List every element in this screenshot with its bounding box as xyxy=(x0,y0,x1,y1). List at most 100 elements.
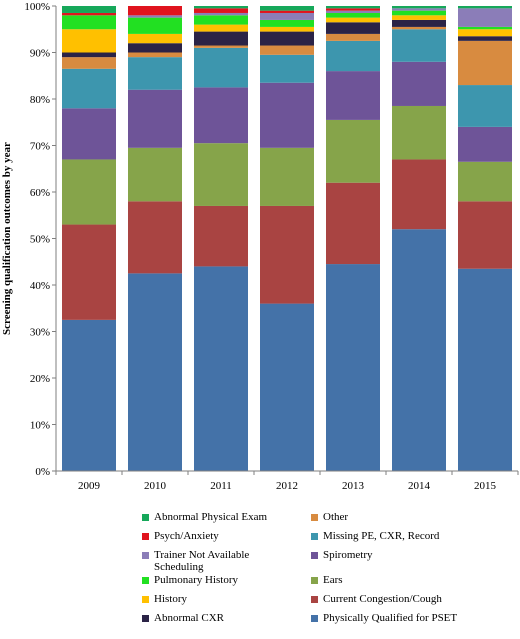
bar-segment-2012-psych-anxiety xyxy=(260,10,314,13)
bar-segment-2012-physically-qualified-for-pset xyxy=(260,303,314,471)
bar-segment-2015-physically-qualified-for-pset xyxy=(458,268,512,471)
legend-swatch xyxy=(311,552,318,559)
legend-label: Ears xyxy=(323,574,343,586)
bar-segment-2013-ears xyxy=(326,119,380,183)
legend: Abnormal Physical Exam Other Psych/Anxiety… xyxy=(142,511,457,624)
legend-label: Spirometry xyxy=(323,549,373,561)
bar-segment-2010-other xyxy=(128,52,182,58)
bar-segment-2010-spirometry xyxy=(128,89,182,148)
legend-item-abnormal-cxr: Abnormal CXR xyxy=(142,612,225,624)
bar-segment-2014-physically-qualified-for-pset xyxy=(392,229,446,471)
x-tick-label: 2013 xyxy=(342,480,365,492)
bar-segment-2010-abnormal-cxr xyxy=(128,43,182,53)
bar-segment-2012-missing-pe-cxr-record xyxy=(260,54,314,83)
bar-segment-2011-ears xyxy=(194,143,248,206)
bar-segment-2014-other xyxy=(392,26,446,30)
bar-segment-2011-abnormal-physical-exam xyxy=(194,6,248,9)
bar-segment-2014-abnormal-physical-exam xyxy=(392,6,446,9)
bar-segment-2013-history xyxy=(326,17,380,23)
legend-label: Abnormal CXR xyxy=(154,612,225,624)
bar-segment-2015-current-congestion-cough xyxy=(458,201,512,269)
bar-segment-2009-physically-qualified-for-pset xyxy=(62,319,116,472)
bar-segment-2013-pulmonary-history xyxy=(326,12,380,18)
legend-swatch xyxy=(142,615,149,622)
legend-item-history: History xyxy=(142,593,188,605)
bar-segment-2013-trainer-not-available-scheduling xyxy=(326,10,380,13)
bar-segment-2009-history xyxy=(62,29,116,53)
bar-segment-2009-current-congestion-cough xyxy=(62,224,116,320)
y-tick-label: 70% xyxy=(30,141,50,153)
x-tick-label: 2014 xyxy=(408,480,431,492)
y-tick-label: 20% xyxy=(30,373,50,385)
legend-label: Missing PE, CXR, Record xyxy=(323,530,440,542)
bar-segment-2015-other xyxy=(458,40,512,86)
bar-segment-2012-spirometry xyxy=(260,82,314,148)
bar-segment-2010-missing-pe-cxr-record xyxy=(128,57,182,90)
bar-segment-2015-missing-pe-cxr-record xyxy=(458,85,512,127)
bar-segment-2010-history xyxy=(128,33,182,44)
y-tick-label: 90% xyxy=(30,48,50,60)
bar-segment-2012-abnormal-physical-exam xyxy=(260,6,314,11)
bar-segment-2014-pulmonary-history xyxy=(392,10,446,16)
bar-segment-2009-psych-anxiety xyxy=(62,12,116,16)
bar-segment-2010-ears xyxy=(128,147,182,202)
legend-item-other: Other xyxy=(311,511,348,523)
y-tick-label: 0% xyxy=(35,466,50,478)
bar-segment-2009-abnormal-physical-exam xyxy=(62,6,116,13)
bar-segment-2012-current-congestion-cough xyxy=(260,205,314,304)
bar-segment-2013-abnormal-physical-exam xyxy=(326,6,380,9)
bar-segment-2013-abnormal-cxr xyxy=(326,22,380,34)
bar-segment-2013-psych-anxiety xyxy=(326,8,380,11)
bar-segment-2014-current-congestion-cough xyxy=(392,159,446,230)
legend-label: Current Congestion/Cough xyxy=(323,593,442,605)
bar-segment-2009-pulmonary-history xyxy=(62,15,116,30)
legend-swatch xyxy=(311,577,318,584)
legend-item-current-congestion-cough: Current Congestion/Cough xyxy=(311,593,442,605)
bar-segment-2010-pulmonary-history xyxy=(128,17,182,34)
bar-segment-2010-psych-anxiety xyxy=(128,6,182,16)
y-tick-label: 30% xyxy=(30,327,50,339)
bar-segment-2010-physically-qualified-for-pset xyxy=(128,273,182,472)
legend-label: Trainer Not Available Scheduling xyxy=(154,549,249,573)
bar-segment-2013-other xyxy=(326,33,380,41)
bar-segment-2011-trainer-not-available-scheduling xyxy=(194,12,248,16)
bar-segment-2009-ears xyxy=(62,159,116,225)
y-axis-title-group: Screening qualification outcomes by year xyxy=(1,142,13,335)
x-tick-label: 2009 xyxy=(78,480,101,492)
legend-swatch xyxy=(311,533,318,540)
bar-segment-2014-trainer-not-available-scheduling xyxy=(392,8,446,11)
bar-segment-2014-missing-pe-cxr-record xyxy=(392,29,446,62)
legend-swatch xyxy=(142,533,149,540)
bar-segment-2015-history xyxy=(458,29,512,37)
bar-segment-2010-trainer-not-available-scheduling xyxy=(128,15,182,18)
bar-segment-2009-abnormal-cxr xyxy=(62,52,116,58)
bar-segment-2015-trainer-not-available-scheduling xyxy=(458,8,512,27)
legend-item-physically-qualified-for-pset: Physically Qualified for PSET xyxy=(311,612,457,624)
bar-segment-2014-spirometry xyxy=(392,61,446,106)
bar-segment-2013-missing-pe-cxr-record xyxy=(326,40,380,72)
y-axis-title: Screening qualification outcomes by year xyxy=(1,142,13,335)
bar-segment-2014-abnormal-cxr xyxy=(392,19,446,27)
x-tick-label: 2012 xyxy=(276,480,298,492)
x-tick-label: 2011 xyxy=(210,480,232,492)
bar-segment-2012-pulmonary-history xyxy=(260,19,314,27)
bar-segment-2009-other xyxy=(62,57,116,69)
y-tick-label: 50% xyxy=(30,234,50,246)
bar-segment-2013-current-congestion-cough xyxy=(326,182,380,265)
bar-segment-2013-spirometry xyxy=(326,71,380,120)
legend-label: History xyxy=(154,593,188,605)
legend-item-abnormal-physical-exam: Abnormal Physical Exam xyxy=(142,511,267,523)
legend-label: Abnormal Physical Exam xyxy=(154,511,267,523)
legend-item-trainer-not-available-scheduling: Trainer Not Available Scheduling xyxy=(142,549,249,573)
y-tick-label: 40% xyxy=(30,280,50,292)
bar-segment-2011-physically-qualified-for-pset xyxy=(194,266,248,471)
bar-segment-2009-missing-pe-cxr-record xyxy=(62,68,116,109)
legend-label: Physically Qualified for PSET xyxy=(323,612,457,624)
legend-label: Other xyxy=(323,511,348,523)
bar-segment-2009-spirometry xyxy=(62,108,116,160)
bar-segment-2012-trainer-not-available-scheduling xyxy=(260,12,314,20)
legend-swatch xyxy=(142,596,149,603)
legend-swatch xyxy=(142,514,149,521)
